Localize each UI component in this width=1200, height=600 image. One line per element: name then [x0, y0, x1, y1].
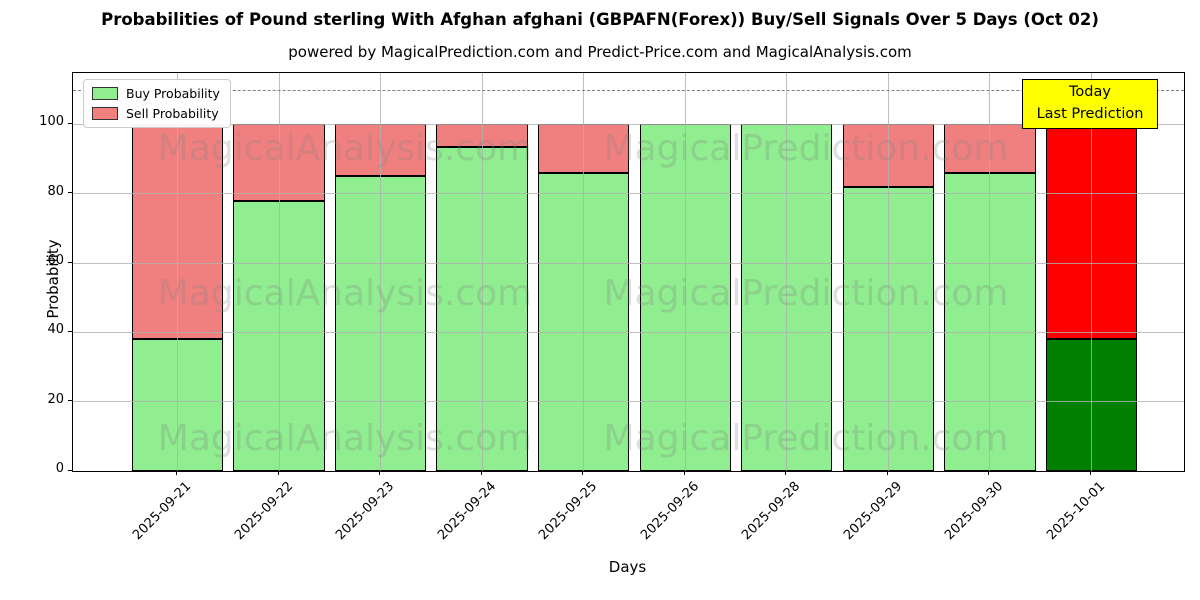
legend-sell-label: Sell Probability — [126, 105, 219, 121]
v-gridline — [989, 72, 991, 471]
y-tick-label: 60 — [47, 253, 64, 269]
legend-item-sell: Sell Probability — [92, 106, 220, 121]
v-gridline — [786, 72, 788, 471]
v-gridline — [481, 72, 483, 471]
x-tick-mark — [785, 471, 787, 475]
v-gridline — [684, 72, 686, 471]
y-tick-label: 80 — [47, 183, 64, 199]
x-tick-label: 2025-10-01 — [1044, 479, 1109, 544]
h-gridline — [73, 262, 1184, 264]
legend-buy-label: Buy Probability — [126, 85, 220, 101]
v-gridline — [887, 72, 889, 471]
x-tick-label: 2025-09-28 — [739, 479, 804, 544]
watermark-text: MagicalPrediction.com — [603, 418, 1009, 459]
x-tick-mark — [886, 471, 888, 475]
y-tick-mark — [68, 400, 72, 402]
chart-subtitle: powered by MagicalPrediction.com and Pre… — [288, 43, 912, 61]
h-gridline — [73, 193, 1184, 195]
legend-item-buy: Buy Probability — [92, 86, 220, 101]
y-tick-label: 0 — [55, 461, 64, 476]
v-gridline — [1090, 72, 1092, 471]
x-tick-label: 2025-09-25 — [536, 479, 601, 544]
v-gridline — [278, 72, 280, 471]
x-tick-mark — [176, 471, 177, 475]
y-tick-mark — [68, 122, 72, 124]
v-gridline — [177, 72, 178, 471]
y-axis-label: Probability — [44, 239, 62, 319]
today-annotation-line2: Last Prediction — [1036, 105, 1144, 122]
x-tick-label: 2025-09-22 — [231, 479, 296, 544]
y-tick-mark — [68, 261, 72, 263]
watermark-text: MagicalPrediction.com — [603, 128, 1009, 169]
watermark-text: MagicalAnalysis.com — [157, 418, 533, 459]
h-gridline — [73, 401, 1184, 403]
y-tick-label: 40 — [47, 322, 64, 338]
y-tick-mark — [68, 469, 72, 471]
y-tick-label: 100 — [39, 114, 64, 130]
watermark-text: MagicalAnalysis.com — [157, 128, 533, 169]
watermark-text: MagicalAnalysis.com — [157, 273, 533, 314]
x-tick-mark — [480, 471, 482, 475]
x-tick-mark — [277, 471, 279, 475]
x-tick-mark — [683, 471, 685, 475]
legend: Buy Probability Sell Probability — [83, 78, 231, 128]
plot-area: Buy Probability Sell Probability Today L… — [72, 71, 1185, 472]
chart-title: Probabilities of Pound sterling With Afg… — [101, 10, 1099, 29]
h-gridline — [73, 331, 1184, 333]
y-tick-mark — [68, 330, 72, 332]
x-tick-mark — [582, 471, 584, 475]
v-gridline — [583, 72, 585, 471]
x-tick-mark — [1089, 471, 1091, 475]
x-tick-label: 2025-09-24 — [434, 479, 499, 544]
x-tick-label: 2025-09-29 — [840, 479, 905, 544]
y-tick-mark — [68, 192, 72, 194]
x-tick-mark — [379, 471, 381, 475]
v-gridline — [380, 72, 382, 471]
x-tick-label: 2025-09-30 — [942, 479, 1007, 544]
watermark-text: MagicalPrediction.com — [603, 273, 1009, 314]
x-tick-mark — [988, 471, 990, 475]
x-tick-label: 2025-09-21 — [130, 479, 195, 544]
y-tick-label: 20 — [47, 391, 64, 407]
x-tick-label: 2025-09-26 — [637, 479, 702, 544]
today-annotation: Today Last Prediction — [1022, 78, 1158, 129]
sell-swatch-icon — [92, 106, 118, 120]
x-tick-label: 2025-09-23 — [333, 479, 398, 544]
dashed-threshold-line — [73, 89, 1184, 91]
buy-swatch-icon — [92, 86, 118, 100]
h-gridline — [73, 123, 1184, 125]
today-annotation-line1: Today — [1069, 84, 1111, 101]
x-axis-label: Days — [608, 558, 647, 576]
